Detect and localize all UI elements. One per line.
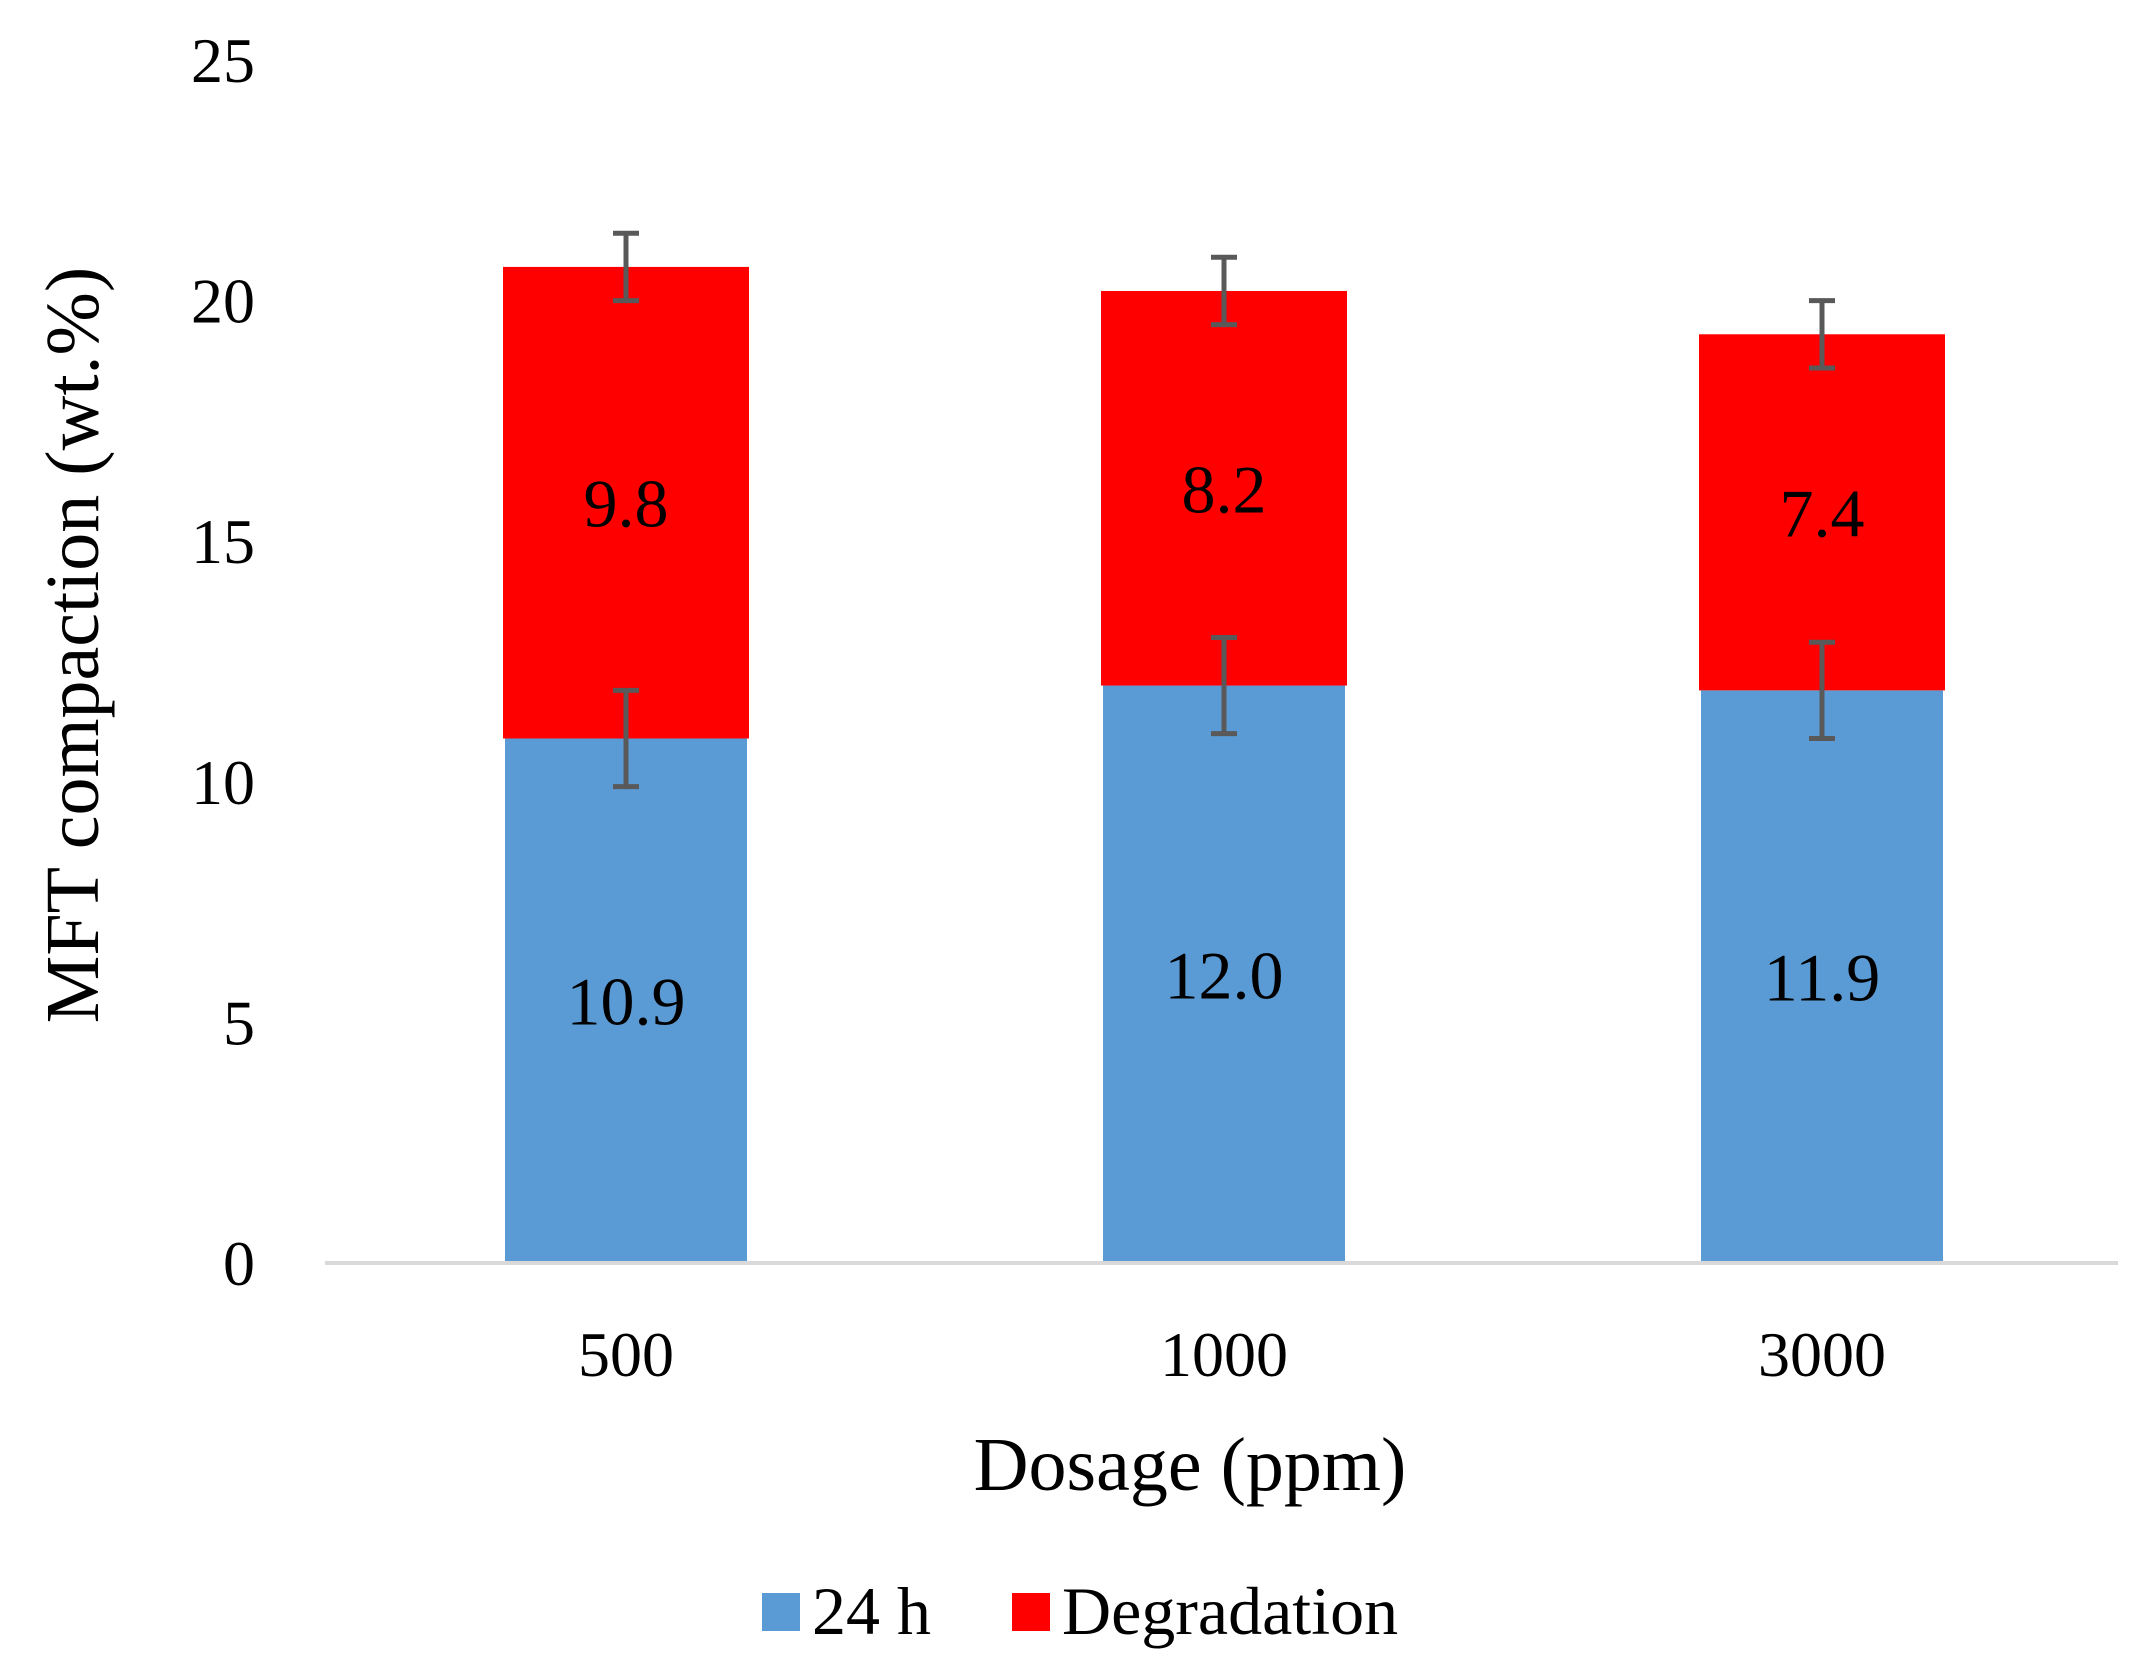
data-label: 11.9 — [1764, 940, 1880, 1016]
y-axis-ticks: 0 5 10 15 20 25 — [191, 25, 255, 1299]
x-axis-ticks: 500 1000 3000 — [578, 1319, 1886, 1390]
data-labels-layer: 10.9 9.8 12.0 8.2 11.9 7.4 — [567, 451, 1881, 1039]
bar-degradation-500 — [503, 266, 749, 739]
legend-swatch-24-h — [762, 1593, 800, 1631]
bar-degradation-3000 — [1699, 334, 1945, 691]
error-bars-layer — [613, 230, 1835, 790]
legend-label: Degradation — [1062, 1573, 1398, 1649]
y-tick-label: 10 — [191, 747, 255, 818]
x-tick-label: 1000 — [1160, 1319, 1288, 1390]
legend-swatch-degradation — [1012, 1593, 1050, 1631]
y-tick-label: 20 — [191, 266, 255, 337]
legend: 24 h Degradation — [762, 1573, 1398, 1649]
data-label: 10.9 — [567, 964, 686, 1040]
data-label: 7.4 — [1780, 475, 1865, 551]
y-tick-label: 15 — [191, 506, 255, 577]
y-tick-label: 0 — [223, 1228, 255, 1299]
data-label: 8.2 — [1182, 451, 1267, 527]
bar-degradation-1000 — [1101, 290, 1347, 686]
bar-24-h-1000 — [1103, 685, 1345, 1263]
bars-layer — [503, 266, 1945, 1263]
bar-24-h-3000 — [1701, 690, 1943, 1263]
data-label: 9.8 — [584, 466, 669, 542]
y-tick-label: 5 — [223, 987, 255, 1058]
x-tick-label: 3000 — [1758, 1319, 1886, 1390]
x-axis-title: Dosage (ppm) — [974, 1423, 1407, 1507]
y-axis-title: MFT compaction (wt.%) — [31, 267, 115, 1023]
y-tick-label: 25 — [191, 25, 255, 96]
data-label: 12.0 — [1165, 937, 1284, 1013]
x-tick-label: 500 — [578, 1319, 674, 1390]
bar-24-h-500 — [505, 738, 747, 1263]
legend-label: 24 h — [812, 1573, 931, 1649]
